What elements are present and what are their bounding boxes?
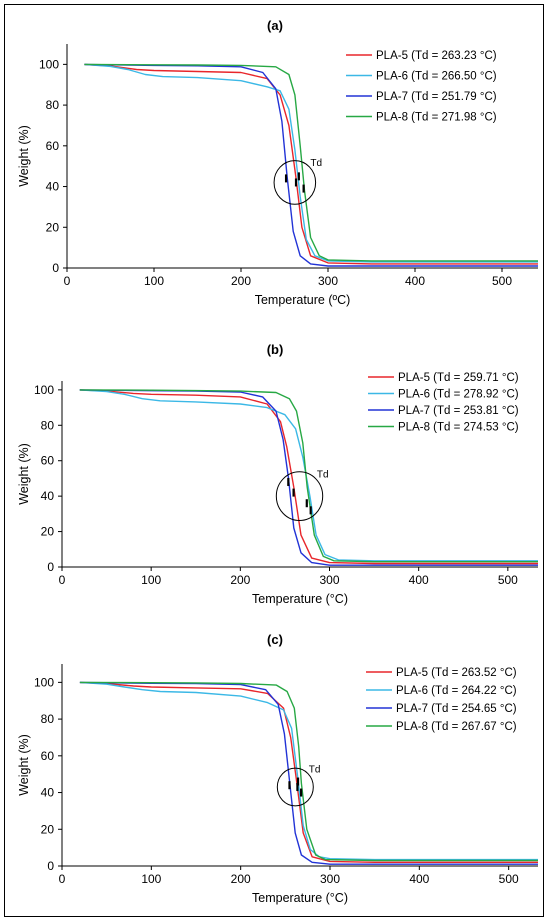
x-axis-label: Temperature (°C) <box>252 592 348 606</box>
x-tick-label: 300 <box>319 573 339 587</box>
legend-entry: PLA-5 (Td = 263.23 °C) <box>376 50 497 62</box>
x-axis-label: Temperature (ºC) <box>255 293 351 307</box>
td-annotation: Td <box>310 158 322 169</box>
chart-title: (b) <box>267 342 284 357</box>
x-tick-label: 400 <box>409 573 429 587</box>
series-line-7 <box>79 681 538 865</box>
x-tick-label: 400 <box>405 274 425 288</box>
y-tick-label: 20 <box>46 220 60 234</box>
chart-title: (c) <box>267 632 283 647</box>
series-line-8 <box>79 681 538 862</box>
y-tick-label: 40 <box>41 786 55 800</box>
chart-panel-b: (b) 0 20 40 60 80 100 0 100 200 300 400 500 Temperatu… <box>4 309 546 613</box>
legend-entry: PLA-8 (Td = 274.53 °C) <box>398 422 519 434</box>
y-tick-label: 20 <box>41 822 55 836</box>
x-tick-label: 200 <box>230 573 250 587</box>
chart-title: (a) <box>267 18 283 33</box>
x-tick-label: 500 <box>498 573 518 587</box>
legend-entry: PLA-8 (Td = 267.67 °C) <box>396 721 517 733</box>
legend-entry: PLA-7 (Td = 251.79 °C) <box>376 91 497 103</box>
series-line-8 <box>79 389 538 563</box>
legend-entry: PLA-6 (Td = 266.50 °C) <box>376 71 497 83</box>
y-tick-label: 20 <box>41 525 55 539</box>
x-tick-label: 100 <box>141 872 161 886</box>
series-line-6 <box>84 63 538 263</box>
series-line-7 <box>84 63 538 267</box>
td-circle <box>276 767 314 807</box>
figure-frame <box>4 4 544 917</box>
chart-panel-a: (a) 0 20 40 60 80 100 0 100 200 300 400 500 Temperatu… <box>4 4 546 308</box>
y-tick-label: 0 <box>47 859 54 873</box>
chart-b-svg: (b) 0 20 40 60 80 100 0 100 200 300 400 500 Temperatu… <box>17 342 538 606</box>
y-tick-label: 60 <box>41 454 55 468</box>
td-annotation: Td <box>309 765 321 776</box>
td-circle <box>275 471 324 521</box>
x-tick-label: 200 <box>231 274 251 288</box>
x-tick-label: 500 <box>499 872 519 886</box>
x-tick-label: 100 <box>144 274 164 288</box>
legend-entry: PLA-7 (Td = 253.81 °C) <box>398 405 519 417</box>
x-tick-label: 300 <box>318 274 338 288</box>
chart-a-svg: (a) 0 20 40 60 80 100 0 100 200 300 400 500 Temperatu… <box>17 18 538 307</box>
y-tick-label: 0 <box>47 560 54 574</box>
series-line-5 <box>84 63 538 265</box>
y-tick-label: 0 <box>52 261 59 275</box>
legend-entry: PLA-5 (Td = 263.52 °C) <box>396 667 517 679</box>
x-tick-label: 0 <box>59 573 66 587</box>
td-circle <box>273 160 317 205</box>
y-tick-label: 60 <box>46 139 60 153</box>
x-tick-label: 500 <box>492 274 512 288</box>
x-tick-label: 300 <box>320 872 340 886</box>
x-tick-label: 100 <box>141 573 161 587</box>
chart-c-svg: (c) 0 20 40 60 80 100 0 100 200 300 400 500 Temperatu… <box>17 632 538 905</box>
y-tick-label: 80 <box>41 418 55 432</box>
y-tick-label: 40 <box>46 180 60 194</box>
legend-entry: PLA-8 (Td = 271.98 °C) <box>376 112 497 124</box>
y-axis-label: Weight (%) <box>17 734 31 796</box>
series-line-8 <box>84 63 538 262</box>
y-tick-label: 40 <box>41 489 55 503</box>
series-line-6 <box>79 389 538 562</box>
series-line-5 <box>79 389 538 565</box>
y-tick-label: 100 <box>39 57 59 71</box>
legend-entry: PLA-6 (Td = 278.92 °C) <box>398 389 519 401</box>
legend-entry: PLA-6 (Td = 264.22 °C) <box>396 685 517 697</box>
x-tick-label: 0 <box>59 872 66 886</box>
td-annotation: Td <box>317 470 329 481</box>
x-axis-label: Temperature (°C) <box>252 891 348 905</box>
series-line-6 <box>79 681 538 861</box>
y-tick-label: 100 <box>34 675 54 689</box>
x-tick-label: 200 <box>231 872 251 886</box>
y-tick-label: 100 <box>34 383 54 397</box>
y-axis-label: Weight (%) <box>17 443 31 505</box>
chart-panel-c: (c) 0 20 40 60 80 100 0 100 200 300 400 500 Temperatu… <box>4 612 546 916</box>
series-line-5 <box>79 681 538 864</box>
y-axis-label: Weight (%) <box>17 125 31 187</box>
y-tick-label: 60 <box>41 749 55 763</box>
legend-entry: PLA-5 (Td = 259.71 °C) <box>398 372 519 384</box>
x-tick-label: 400 <box>409 872 429 886</box>
x-tick-label: 0 <box>64 274 71 288</box>
legend-entry: PLA-7 (Td = 254.65 °C) <box>396 703 517 715</box>
y-tick-label: 80 <box>46 98 60 112</box>
y-tick-label: 80 <box>41 712 55 726</box>
